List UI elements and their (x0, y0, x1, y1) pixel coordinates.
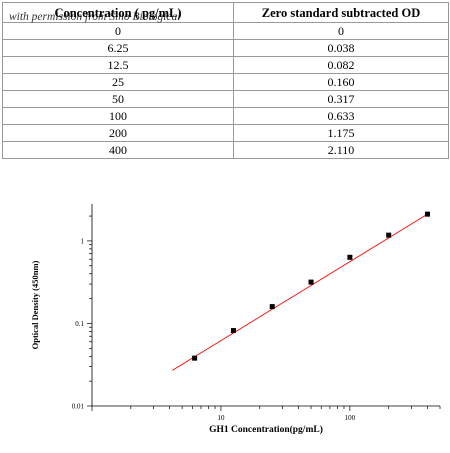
header-od-label: Zero standard subtracted OD (261, 5, 421, 20)
table-row: 12.5 0.082 (2, 56, 449, 74)
cell-concentration: 0 (2, 22, 234, 40)
cell-concentration: 200 (2, 124, 234, 142)
cell-concentration: 12.5 (2, 56, 234, 74)
data-point (308, 279, 314, 285)
standard-curve-table-container: with permission from Sino Biological Con… (2, 2, 449, 159)
chart-svg: 10 100 0.01 0.1 1 GH1 Concentration(pg/mL) Opt… (30, 204, 441, 435)
data-point (192, 355, 198, 361)
cell-od: 0.633 (233, 107, 449, 125)
data-point (425, 211, 431, 217)
x-axis-label: GH1 Concentration(pg/mL) (209, 424, 323, 435)
x-tick-label: 10 (217, 414, 225, 422)
cell-od: 0.160 (233, 73, 449, 91)
cell-concentration: 6.25 (2, 39, 234, 57)
data-point (347, 254, 353, 260)
cell-od: 2.110 (233, 141, 449, 159)
table-row: 100 0.633 (2, 107, 449, 125)
data-point (230, 328, 236, 334)
table-row: 6.25 0.038 (2, 39, 449, 57)
data-point (269, 304, 275, 310)
header-concentration: with permission from Sino Biological Con… (2, 2, 234, 23)
cell-concentration: 100 (2, 107, 234, 125)
standard-curve-table: with permission from Sino Biological Con… (2, 2, 449, 159)
header-concentration-label: Concentration ( pg/mL) (54, 5, 182, 20)
cell-od: 1.175 (233, 124, 449, 142)
table-row: 400 2.110 (2, 141, 449, 159)
table-row: 25 0.160 (2, 73, 449, 91)
y-axis-label: Optical Density (450nm) (30, 260, 40, 349)
data-point (386, 232, 392, 238)
x-tick-label: 100 (345, 414, 356, 422)
y-tick-label: 0.1 (75, 320, 84, 328)
cell-od: 0.038 (233, 39, 449, 57)
cell-od: 0.082 (233, 56, 449, 74)
y-tick-label: 1 (81, 237, 85, 245)
cell-od: 0 (233, 22, 449, 40)
standard-curve-chart: 10 100 0.01 0.1 1 GH1 Concentration(pg/mL) Opt… (0, 188, 450, 448)
header-od: Zero standard subtracted OD (233, 2, 449, 23)
cell-concentration: 400 (2, 141, 234, 159)
table-row: 50 0.317 (2, 90, 449, 108)
table-row: 200 1.175 (2, 124, 449, 142)
cell-concentration: 25 (2, 73, 234, 91)
table-header-row: with permission from Sino Biological Con… (2, 2, 449, 23)
cell-od: 0.317 (233, 90, 449, 108)
cell-concentration: 50 (2, 90, 234, 108)
fit-line (172, 213, 428, 371)
y-tick-label: 0.01 (72, 403, 85, 411)
